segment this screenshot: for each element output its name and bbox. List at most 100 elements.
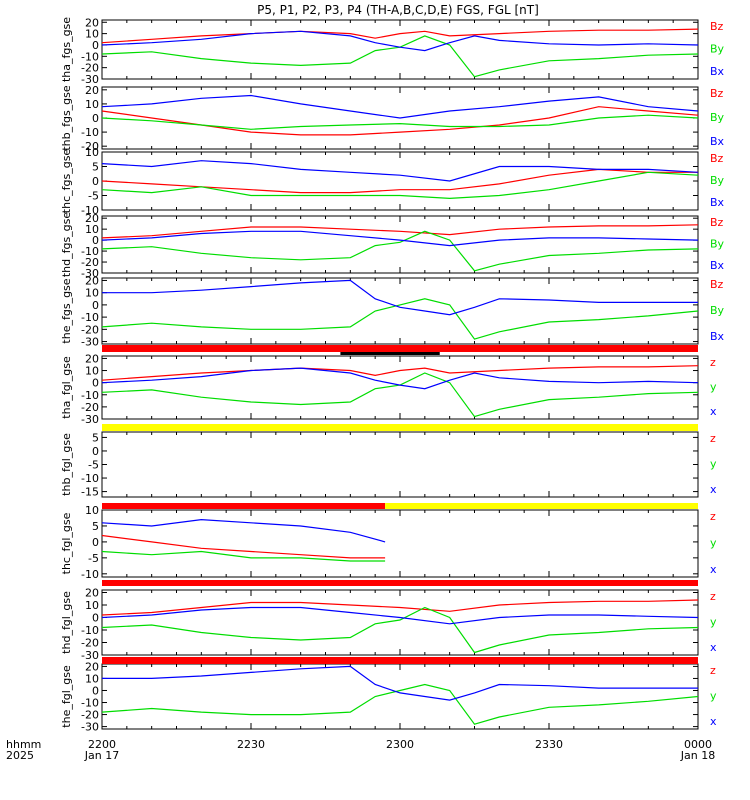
- series-line-By: [101, 171, 699, 200]
- series-line-By: [101, 35, 699, 78]
- legend-Bz: Bz: [710, 87, 724, 100]
- panel-frame: [101, 509, 699, 578]
- y-axis-label: thb_fgs_gse: [60, 85, 73, 151]
- y-tick-label: 0: [92, 39, 99, 52]
- y-tick-label: -10: [81, 126, 99, 139]
- y-tick-label: 10: [85, 223, 99, 236]
- status-bar-red: [102, 503, 386, 509]
- series-line-y: [101, 606, 699, 654]
- y-axis-label: tha_fgl_gse: [60, 356, 73, 419]
- figure-title: P5, P1, P2, P3, P4 (TH-A,B,C,D,E) FGS, F…: [257, 3, 539, 17]
- x-tick-date-jan17: Jan 17: [84, 749, 119, 762]
- legend-Bz: Bz: [710, 152, 724, 165]
- y-tick-label: -10: [81, 697, 99, 710]
- panel-thc_fgl_gse: 10 5 0 -5 -10 thc_fgl_gse z yx: [60, 504, 717, 581]
- y-tick-label: -30: [81, 267, 99, 280]
- y-tick-label: -10: [81, 472, 99, 485]
- panel-frame: [101, 151, 699, 211]
- y-tick-label: -20: [81, 256, 99, 269]
- y-tick-label: 5: [92, 161, 99, 174]
- series-line-z: [101, 534, 386, 559]
- panel-frame: [101, 355, 699, 420]
- status-bar-black: [340, 352, 440, 355]
- y-tick-label: 10: [85, 365, 99, 378]
- legend-x: x: [710, 641, 717, 654]
- legend-y: y: [710, 690, 717, 703]
- y-axis-label: thd_fgs_gse: [60, 212, 73, 278]
- y-tick-label: 0: [92, 612, 99, 625]
- series-line-Bx: [101, 160, 699, 182]
- x-axis-label-line-1: hhmm: [6, 738, 41, 751]
- legend-Bz: Bz: [710, 216, 724, 229]
- legend-z: z: [710, 432, 716, 445]
- y-tick-label: -20: [81, 401, 99, 414]
- y-tick-label: 10: [85, 146, 99, 159]
- status-bar-yellow: [385, 503, 698, 509]
- series-line-y: [101, 372, 699, 418]
- y-tick-label: 20: [85, 587, 99, 600]
- y-axis-label: the_fgl_gse: [60, 665, 73, 728]
- y-tick-label: 20: [85, 660, 99, 673]
- series-line-Bz: [101, 106, 699, 136]
- y-tick-label: -10: [81, 389, 99, 402]
- legend-By: By: [710, 174, 725, 187]
- series-line-Bz: [101, 28, 699, 44]
- y-tick-label: 0: [92, 536, 99, 549]
- y-tick-label: 20: [85, 352, 99, 365]
- panel-frame: [101, 589, 699, 656]
- legend-Bx: Bx: [710, 135, 725, 148]
- y-tick-label: -5: [88, 190, 99, 203]
- status-bar-yellow: [102, 424, 698, 431]
- legend-y: y: [710, 616, 717, 629]
- series-line-x: [101, 367, 699, 390]
- y-tick-label: 0: [92, 684, 99, 697]
- series-line-y: [101, 550, 386, 562]
- y-tick-label: 20: [85, 212, 99, 225]
- y-tick-label: 0: [92, 234, 99, 247]
- legend-y: y: [710, 537, 717, 550]
- legend-x: x: [710, 563, 717, 576]
- status-bar-red: [102, 580, 698, 586]
- y-tick-label: 20: [85, 274, 99, 287]
- panel-frame: [101, 663, 699, 730]
- y-axis-label: thd_fgl_gse: [60, 591, 73, 654]
- series-line-Bz: [101, 224, 699, 239]
- legend-x: x: [710, 483, 717, 496]
- legend-Bx: Bx: [710, 65, 725, 78]
- y-tick-label: -10: [81, 204, 99, 217]
- y-tick-label: -20: [81, 140, 99, 153]
- legend-Bz: Bz: [710, 20, 724, 33]
- y-tick-label: 10: [85, 672, 99, 685]
- y-axis-label: thc_fgs_gse: [60, 149, 73, 214]
- series-line-Bx: [101, 30, 699, 52]
- series-line-Bz: [101, 168, 698, 194]
- legend-Bz: Bz: [710, 278, 724, 291]
- y-tick-label: 10: [85, 287, 99, 300]
- y-tick-label: -20: [81, 709, 99, 722]
- y-tick-label: 20: [85, 16, 99, 29]
- y-tick-label: -15: [81, 486, 99, 499]
- series-line-z: [101, 599, 699, 616]
- status-bar-red: [102, 657, 698, 664]
- series-line-z: [101, 365, 699, 381]
- y-tick-label: 5: [92, 520, 99, 533]
- legend-Bx: Bx: [710, 330, 725, 343]
- legend-By: By: [710, 43, 725, 56]
- x-tick-label-2200: 2200: [88, 738, 116, 751]
- legend-z: z: [710, 356, 716, 369]
- series-line-x: [101, 606, 699, 625]
- y-tick-label: -30: [81, 649, 99, 662]
- y-tick-label: -30: [81, 73, 99, 86]
- status-bar-red: [102, 345, 698, 352]
- y-tick-label: 0: [92, 445, 99, 458]
- panel-frame: [101, 431, 699, 498]
- series-line-Bx: [102, 279, 698, 316]
- legend-Bx: Bx: [710, 196, 725, 209]
- series-line-Bx: [101, 94, 699, 119]
